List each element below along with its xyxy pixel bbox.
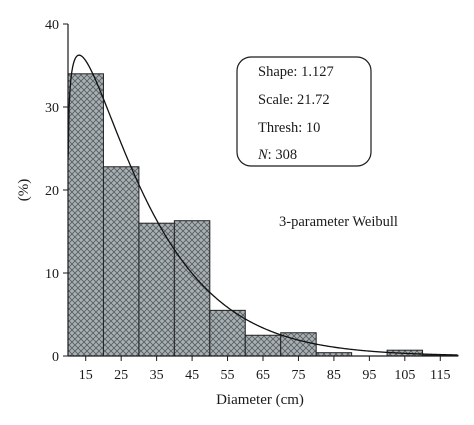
histogram-bar bbox=[102, 166, 140, 357]
stats-n: N: 308 bbox=[257, 147, 297, 163]
y-tick-label: 40 bbox=[45, 18, 59, 33]
y-tick-label: 20 bbox=[45, 184, 59, 199]
x-tick-label: 95 bbox=[362, 368, 376, 383]
histogram-bar bbox=[173, 220, 211, 357]
stats-n-value: : 308 bbox=[268, 147, 297, 163]
histogram-bar bbox=[67, 73, 104, 357]
stats-scale: Scale: 21.72 bbox=[258, 92, 330, 108]
x-tick-label: 15 bbox=[79, 368, 93, 383]
x-tick-label: 105 bbox=[394, 368, 415, 383]
x-tick-label: 35 bbox=[150, 368, 164, 383]
bars-layer bbox=[67, 73, 459, 357]
x-tick-label: 85 bbox=[327, 368, 341, 383]
x-axis-title: Diameter (cm) bbox=[216, 392, 304, 408]
y-tick-label: 0 bbox=[52, 350, 59, 365]
x-tick-label: 25 bbox=[114, 368, 128, 383]
x-tick-label: 115 bbox=[430, 368, 450, 383]
stats-box-frame bbox=[236, 56, 372, 167]
stats-n-symbol: N bbox=[257, 147, 269, 163]
x-tick-label: 45 bbox=[185, 368, 199, 383]
histogram-bar bbox=[244, 334, 282, 357]
y-tick-label: 10 bbox=[45, 267, 59, 282]
histogram-bar bbox=[209, 309, 246, 357]
stats-thresh: Thresh: 10 bbox=[258, 120, 320, 136]
x-tick-label: 65 bbox=[256, 368, 270, 383]
x-tick-label: 75 bbox=[291, 368, 305, 383]
x-tick-label: 55 bbox=[221, 368, 235, 383]
histogram-bar bbox=[138, 222, 175, 357]
stats-shape: Shape: 1.127 bbox=[258, 64, 334, 80]
weibull-fit-curve bbox=[67, 54, 458, 356]
axes-layer: 15 25 35 45 55 65 75 85 95 105 115 0 10 20 30 40 bbox=[45, 18, 458, 383]
distribution-annotation: 3-parameter Weibull bbox=[279, 214, 398, 230]
y-tick-label: 30 bbox=[45, 101, 59, 116]
y-axis-title: (%) bbox=[16, 179, 32, 202]
stats-box: Shape: 1.127 Scale: 21.72 Thresh: 10 N: … bbox=[236, 56, 372, 167]
